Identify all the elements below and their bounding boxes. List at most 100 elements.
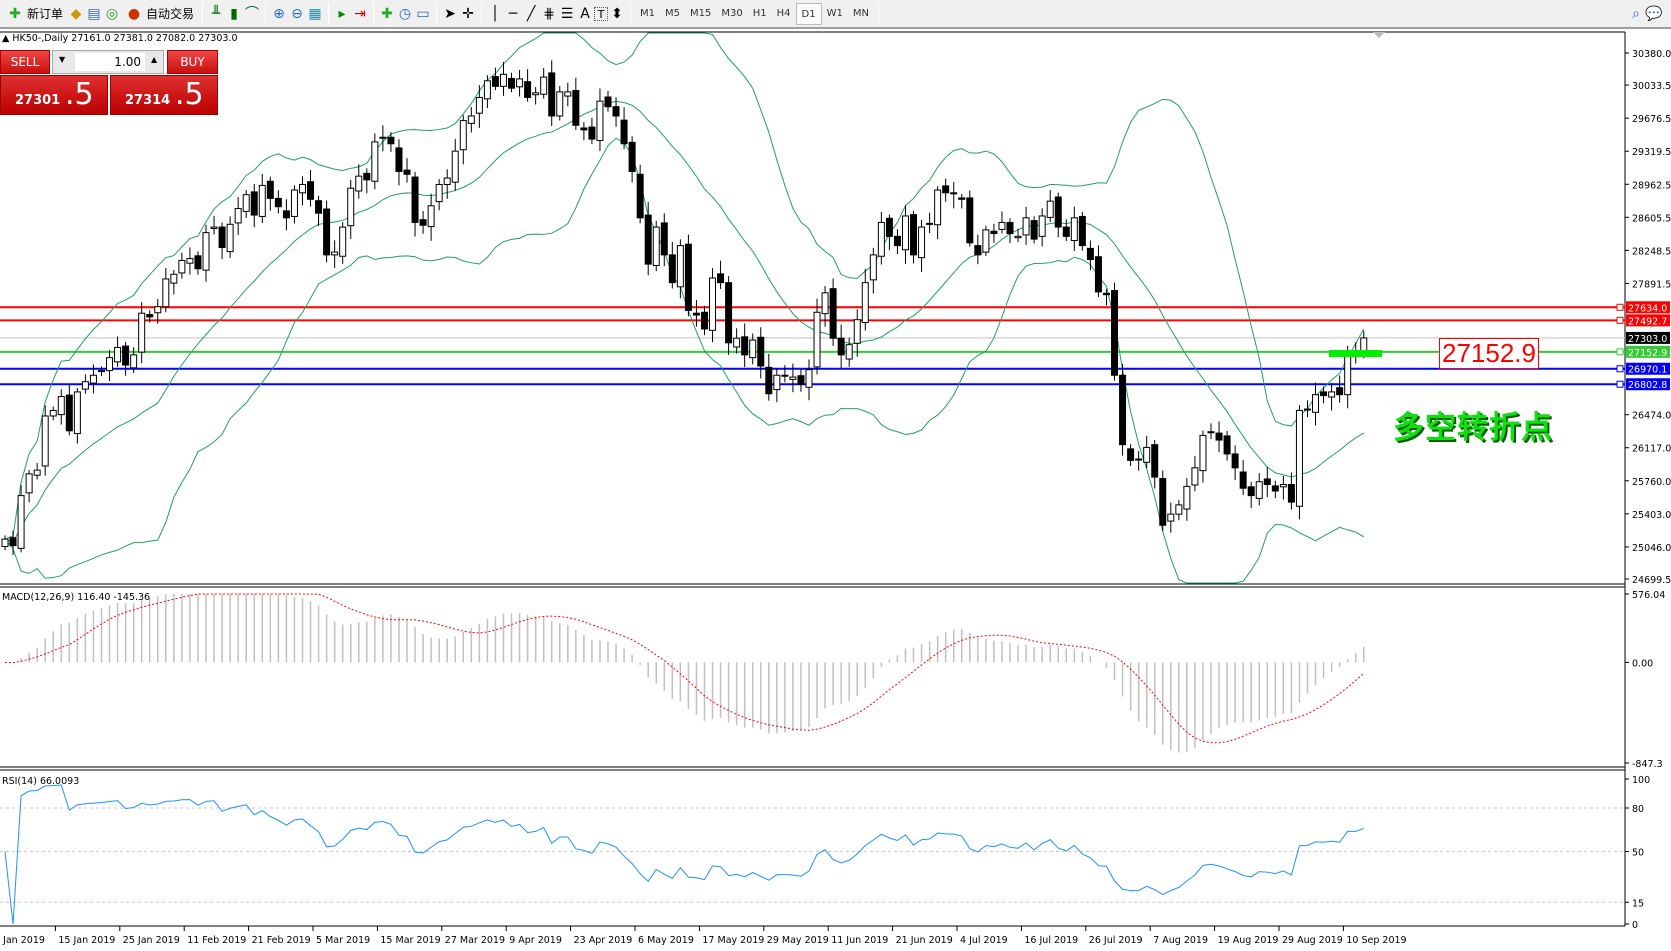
timeframe-m1[interactable]: M1 [640, 7, 656, 19]
bear-candle-body [1127, 448, 1135, 461]
candle [1328, 383, 1336, 411]
bull-candle-body [926, 222, 934, 225]
line-chart-icon[interactable]: ⌒ [245, 5, 260, 22]
candle [620, 107, 628, 150]
increase-lots-icon[interactable]: ▲ [151, 55, 158, 64]
timeframe-m5[interactable]: M5 [665, 7, 681, 19]
pivot-price-label[interactable]: 27152.9 [1439, 338, 1539, 369]
rsi-line [4, 784, 1364, 925]
candle [564, 82, 572, 107]
date-label: 15 Mar 2019 [380, 935, 440, 946]
candle [387, 132, 395, 152]
periods-icon[interactable]: ◷ [398, 5, 412, 22]
date-label: 2 Jan 2019 [0, 935, 45, 946]
bear-candle-body [363, 172, 371, 181]
candle [1271, 480, 1279, 499]
market-watch-icon[interactable]: ▤ [87, 5, 101, 22]
indicators-icon[interactable]: ✚ [381, 5, 393, 22]
timeframe-m30[interactable]: M30 [721, 7, 743, 19]
bear-candle-body [668, 254, 676, 284]
timeframe-h1[interactable]: H1 [752, 7, 767, 19]
sell-price-button[interactable]: 27301 .5 [0, 75, 108, 115]
rsi-tick-label: 15 [1632, 898, 1644, 909]
templates-icon[interactable]: ▭ [416, 5, 430, 22]
price-chart[interactable]: 27634.0 27492.7 27303.0 27152.9 26970.1 26802… [0, 31, 1671, 951]
arrows-icon[interactable]: ⬍ [611, 5, 623, 22]
candle [1119, 363, 1127, 456]
auto-scroll-icon[interactable]: ▸ [338, 5, 346, 22]
buy-button[interactable]: BUY [167, 50, 218, 74]
vertical-line-icon[interactable]: │ [490, 5, 500, 22]
chart-shift-icon[interactable]: ⇥ [354, 5, 366, 22]
timeframe-h4[interactable]: H4 [776, 7, 791, 19]
candle [17, 485, 25, 553]
candle [934, 186, 942, 240]
lots-input[interactable]: 1.00 [75, 53, 145, 71]
timeframe-mn[interactable]: MN [852, 7, 869, 19]
zoom-in-icon[interactable]: ⊕ [273, 5, 285, 22]
decrease-lots-icon[interactable]: ▼ [59, 55, 66, 64]
text-label-icon[interactable]: T [594, 6, 609, 21]
crosshair-icon[interactable]: ✛ [462, 5, 474, 22]
candle [282, 199, 290, 231]
fibonacci-fan-icon[interactable]: ☰ [560, 5, 574, 22]
trendline-icon[interactable]: ╱ [526, 5, 536, 22]
gold-icon[interactable]: ◆ [70, 5, 82, 22]
bull-candle-body [467, 115, 475, 124]
candlestick-icon[interactable]: ▮ [230, 5, 238, 22]
text-icon[interactable]: A [580, 5, 590, 22]
candle [733, 328, 741, 354]
candle [821, 285, 829, 327]
lots-stepper[interactable]: ▼ 1.00 ▲ [52, 50, 164, 74]
horizontal-line-icon[interactable]: ─ [508, 5, 518, 22]
bull-candle-body [733, 337, 741, 348]
search-icon[interactable]: ⌕ [1632, 5, 1640, 22]
bull-candle-body [435, 183, 443, 203]
bear-candle-body [717, 273, 725, 284]
fibonacci-icon[interactable]: ⋕ [543, 5, 555, 22]
candle [781, 365, 789, 383]
tile-windows-icon[interactable]: ▦ [308, 5, 322, 22]
bull-candle-body [1199, 434, 1207, 472]
bear-candle-body [307, 181, 315, 200]
bear-candle-body [9, 537, 17, 547]
candle [765, 353, 773, 401]
bull-candle-body [234, 208, 242, 224]
timeframe-m15[interactable]: M15 [690, 7, 712, 19]
candle [186, 247, 194, 275]
timeframe-d1[interactable]: D1 [795, 2, 822, 25]
candle [741, 323, 749, 368]
candle [942, 178, 950, 202]
candle [363, 168, 371, 194]
new-order-button[interactable]: ✚ 新订单 [2, 1, 67, 26]
candle [435, 179, 443, 211]
bull-candle-body [89, 374, 97, 384]
candle [717, 260, 725, 290]
chart-shift-marker[interactable] [1373, 32, 1385, 38]
candle [893, 229, 901, 255]
candle [540, 67, 548, 99]
toolbar: ✚ 新订单 ◆ ▤ ◎ ● 自动交易 ╨ ▮ ⌒ ⊕ ⊖ ▦ ▸ ⇥ ✚ ◷ ▭ ➤… [0, 0, 1671, 29]
zoom-out-icon[interactable]: ⊖ [291, 5, 303, 22]
auto-trading-button[interactable]: ● 自动交易 [121, 1, 198, 26]
candle [459, 115, 467, 165]
candle [990, 223, 998, 244]
sell-button[interactable]: SELL [0, 50, 50, 74]
candle [508, 72, 516, 93]
signals-icon[interactable]: ◎ [105, 5, 119, 22]
candle [1006, 218, 1014, 244]
timeframe-w1[interactable]: W1 [826, 7, 843, 19]
buy-price-button[interactable]: 27314 .5 [110, 75, 218, 115]
chat-icon[interactable]: 💬 [1645, 5, 1663, 22]
bear-candle-body [266, 180, 274, 199]
candle [1231, 445, 1239, 481]
pivot-annotation-text[interactable]: 多空转折点 [1393, 410, 1553, 446]
cursor-icon[interactable]: ➤ [444, 5, 456, 22]
level-handle [1616, 380, 1624, 388]
bar-chart-icon[interactable]: ╨ [211, 5, 221, 22]
bear-candle-body [1263, 478, 1271, 486]
price-level-value: 26970.1 [1628, 365, 1667, 376]
bear-candle-body [797, 375, 805, 385]
candle [684, 234, 692, 317]
candle [146, 310, 154, 323]
